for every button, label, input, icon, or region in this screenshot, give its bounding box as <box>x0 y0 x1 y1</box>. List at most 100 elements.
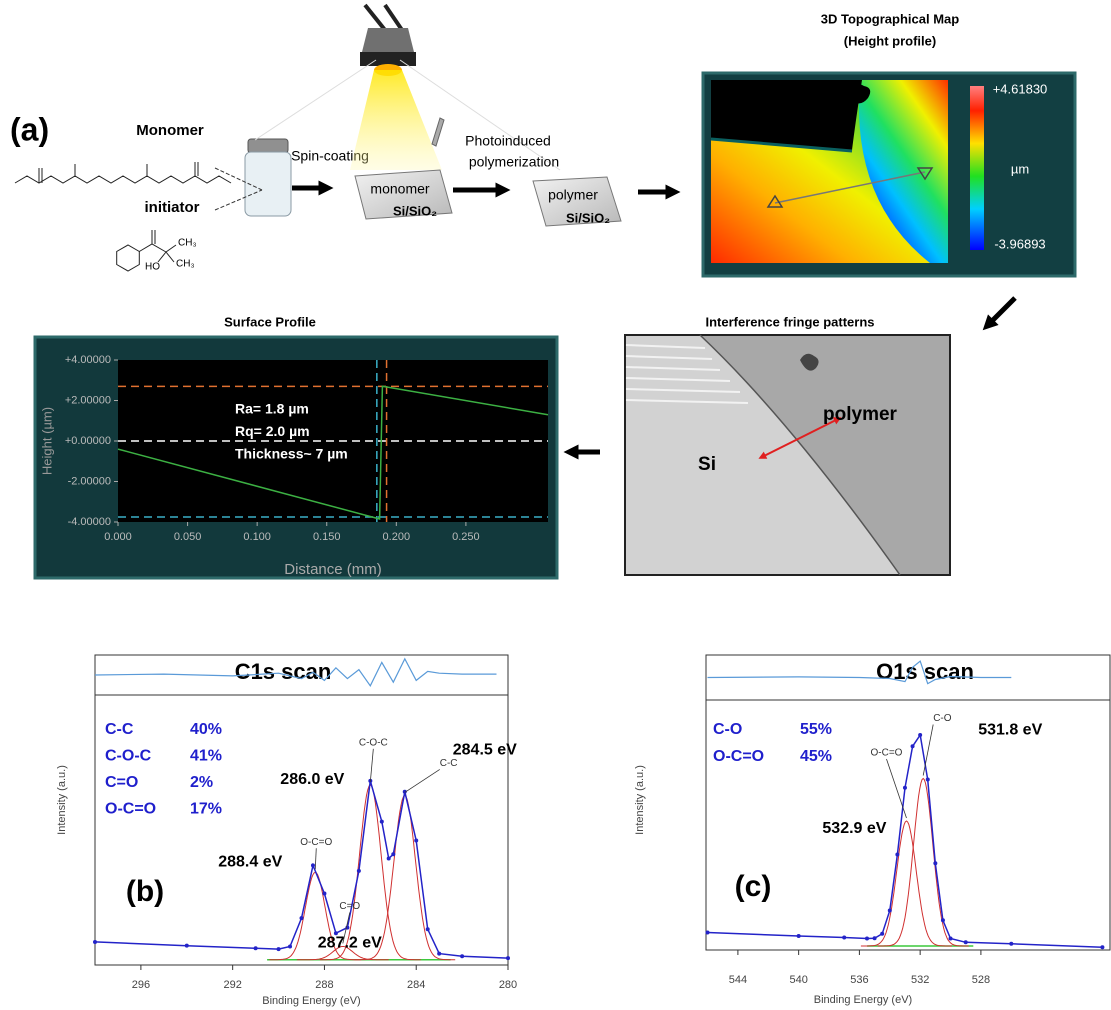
peak-label: C=O <box>339 901 360 912</box>
x-tick-label: 0.100 <box>243 531 271 543</box>
residual-line <box>707 660 1012 685</box>
data-point <box>288 944 293 949</box>
step-label: polymerization <box>469 154 559 170</box>
y-tick-label: -4.00000 <box>68 516 111 528</box>
profile-line <box>117 385 549 520</box>
y-tick-label: +0.00000 <box>65 435 111 447</box>
data-point <box>414 838 419 843</box>
data-point <box>940 918 945 923</box>
component-share: 17% <box>190 801 222 818</box>
data-point <box>379 819 384 824</box>
peak-label: C-C <box>440 758 458 769</box>
lamp <box>254 3 561 171</box>
data-point <box>933 861 938 866</box>
x-axis-label: Distance (mm) <box>284 561 382 578</box>
data-point <box>391 852 396 857</box>
data-point <box>276 947 281 952</box>
x-axis-label: Binding Energy (eV) <box>814 994 912 1006</box>
annotation: Ra= 1.8 µm <box>235 401 309 417</box>
data-point <box>425 927 430 932</box>
leader-line <box>922 724 934 776</box>
plot-frame <box>94 654 509 966</box>
chemical-group: HO <box>145 262 160 273</box>
map-subtitle: (Height profile) <box>844 33 936 48</box>
data-point <box>918 733 923 737</box>
initiator-label: initiator <box>145 199 200 216</box>
component-share: 41% <box>190 748 222 765</box>
substrate-label: Si/SiO₂ <box>566 210 610 225</box>
y-tick-label: +2.00000 <box>65 394 111 406</box>
peak-label: C-O <box>933 713 952 724</box>
x-tick-label: 540 <box>789 974 807 986</box>
residual-line <box>94 657 497 687</box>
component-name: O-C=O <box>105 801 156 818</box>
x-tick-label: 528 <box>972 974 990 986</box>
colorbar-label: -3.96893 <box>994 236 1045 251</box>
data-point <box>864 936 869 941</box>
x-tick-label: 0.250 <box>452 531 480 543</box>
y-axis-label: Intensity (a.u.) <box>634 765 646 835</box>
initiator-structure <box>116 230 177 272</box>
x-tick-label: 292 <box>223 979 241 991</box>
data-point <box>796 934 801 938</box>
x-tick-label: 0.150 <box>313 531 341 543</box>
monomer-label: Monomer <box>136 122 204 139</box>
data-point <box>93 939 97 944</box>
leader-line <box>342 912 351 944</box>
substrate-label: Si/SiO₂ <box>393 203 437 218</box>
substrate-chip <box>532 176 622 227</box>
panel-label: (b) <box>126 875 164 908</box>
chemical-group: CH₃ <box>178 238 197 249</box>
data-point <box>1009 941 1014 946</box>
leader-line <box>314 848 317 870</box>
data-point <box>322 891 327 896</box>
data-point <box>506 956 510 961</box>
colorbar-label: +4.61830 <box>993 81 1048 96</box>
y-axis-label: Intensity (a.u.) <box>56 765 68 835</box>
peak-position: 286.0 eV <box>280 771 344 788</box>
topography-image <box>701 71 1077 278</box>
region-label: Si <box>698 454 716 475</box>
leader-line <box>404 769 440 793</box>
data-point <box>184 943 189 948</box>
region-label: polymer <box>823 404 898 425</box>
data-point <box>386 856 391 861</box>
peak-position: 284.5 eV <box>453 742 517 759</box>
data-point <box>356 868 361 873</box>
plot-frame <box>705 654 1111 951</box>
component-share: 45% <box>800 748 832 765</box>
chart-title: C1s scan <box>235 659 332 684</box>
data-point <box>902 785 907 790</box>
data-point <box>253 946 258 951</box>
data-point <box>842 935 847 940</box>
arrow <box>982 296 1017 331</box>
fringe-image <box>624 334 951 576</box>
y-tick-label: -2.00000 <box>68 475 111 487</box>
chip-label: polymer <box>548 187 598 203</box>
data-point <box>925 777 930 782</box>
substrate-chip <box>354 169 453 220</box>
peak-position: 531.8 eV <box>978 722 1042 739</box>
leader-line <box>886 758 907 819</box>
data-point <box>910 744 915 749</box>
leader-line <box>369 748 374 782</box>
data-point <box>895 852 900 857</box>
data-point <box>880 931 885 936</box>
x-tick-label: 536 <box>850 974 868 986</box>
data-point <box>705 930 710 935</box>
chip-label: monomer <box>370 181 429 197</box>
component-name: O-C=O <box>713 748 764 765</box>
component-name: C=O <box>105 774 138 791</box>
x-tick-label: 0.000 <box>104 531 132 543</box>
x-tick-label: 0.200 <box>383 531 411 543</box>
colorbar-label: µm <box>1011 161 1029 176</box>
fitted-peak <box>877 777 969 947</box>
fringe-title: Interference fringe patterns <box>705 314 874 329</box>
vial <box>214 138 292 217</box>
panel-label: (c) <box>735 870 772 903</box>
data-point <box>437 951 442 956</box>
fitted-peak <box>860 820 952 947</box>
peak-label: O-C=O <box>871 748 903 759</box>
component-share: 40% <box>190 721 222 738</box>
